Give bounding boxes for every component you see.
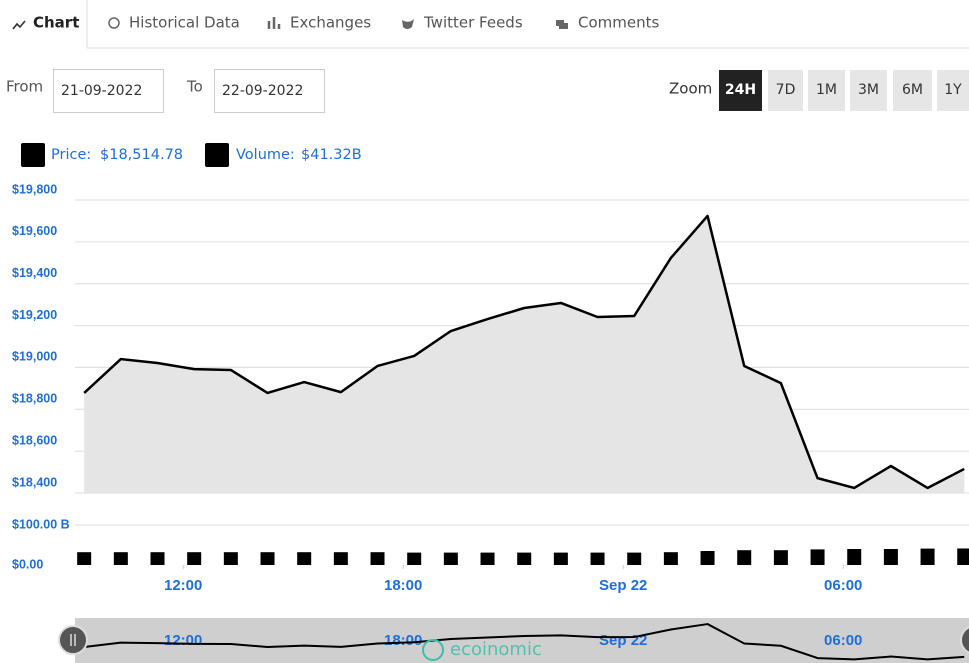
nav-handle[interactable]	[960, 626, 969, 654]
plot: $18,400 $18,600 $18,800 $19,000 $19,200 $19,4…	[12, 182, 969, 594]
volume-bar	[920, 548, 935, 565]
volume-bar	[260, 552, 275, 565]
volume-bar	[113, 552, 128, 565]
zoom-label[interactable]: 3M	[858, 82, 879, 98]
to-input[interactable]	[214, 69, 325, 113]
volume-bar	[297, 552, 312, 565]
y-tick-label: $0.00	[12, 557, 43, 571]
nav-tick-label: 06:00	[824, 632, 862, 649]
y-tick-label: $18,400	[12, 475, 57, 489]
y-tick-label: $18,800	[12, 392, 57, 406]
nav-tick-label: Sep 22	[599, 632, 647, 649]
legend-name[interactable]: Price:	[51, 147, 91, 163]
y-tick-label: $19,800	[12, 182, 57, 196]
tab[interactable]: Comments	[578, 14, 659, 32]
x-tick-label: 06:00	[824, 577, 862, 594]
volume-bar	[187, 552, 202, 565]
exchanges-icon	[267, 17, 281, 29]
navigator-content: 12:00 18:00 Sep 22 06:00	[84, 623, 965, 661]
volume-bar	[773, 550, 788, 565]
nav-tick-label: 18:00	[384, 632, 422, 649]
handle-grip	[70, 634, 76, 646]
from-input[interactable]	[53, 69, 164, 113]
volume-bar	[957, 548, 969, 565]
volume-bar	[480, 552, 495, 565]
watermark-logo	[422, 639, 444, 661]
tab[interactable]: Exchanges	[290, 14, 371, 32]
zoom-button[interactable]	[719, 70, 762, 111]
price-area	[84, 215, 965, 494]
volume-bar	[810, 549, 825, 565]
volume-bar	[370, 552, 385, 565]
legend-name[interactable]: Volume:	[236, 147, 295, 163]
volume-bar	[627, 552, 642, 565]
x-tick-label: 12:00	[164, 577, 202, 594]
from-value[interactable]: 21-09-2022	[61, 83, 142, 99]
legend-value[interactable]: $18,514.78	[100, 147, 183, 163]
navigator-line	[84, 623, 965, 661]
y-tick-label: $100.00 B	[12, 517, 70, 531]
volume-bar	[333, 552, 348, 565]
zoom-button[interactable]	[850, 70, 887, 111]
nav-handle[interactable]	[58, 625, 88, 655]
volume-bar	[150, 552, 165, 565]
zoom-label: Zoom	[669, 80, 712, 98]
history-icon	[108, 17, 120, 29]
x-tick-label: Sep 22	[599, 577, 647, 594]
y-tick-label: $19,600	[12, 224, 57, 238]
legend-swatch[interactable]	[21, 143, 45, 167]
to-value[interactable]: 22-09-2022	[222, 83, 303, 99]
tab[interactable]: Chart	[33, 14, 79, 32]
volume-bar	[77, 552, 92, 565]
zoom-button[interactable]	[893, 70, 932, 111]
y-tick-label: $18,600	[12, 433, 57, 447]
volume-bar	[407, 552, 422, 565]
zoom-button[interactable]	[808, 70, 845, 111]
from-label: From	[6, 78, 43, 96]
y-tick-label: $19,400	[12, 266, 57, 280]
price-line	[83, 214, 965, 490]
volume-bar	[700, 551, 715, 565]
watermark: ecoinomic	[450, 639, 542, 660]
zoom-buttons: 24H 7D 1M 3M 6M 1Y	[719, 70, 969, 111]
comments-icon	[556, 20, 568, 29]
zoom-button[interactable]	[937, 70, 969, 111]
y-tick-label: $19,200	[12, 308, 57, 322]
to-label: To	[186, 78, 203, 96]
zoom-label[interactable]: 6M	[902, 82, 923, 98]
y-tick-label: $19,000	[12, 350, 57, 364]
tab[interactable]: Twitter Feeds	[423, 14, 523, 32]
volume-bar	[847, 549, 862, 565]
zoom-label[interactable]: 1Y	[944, 82, 962, 98]
volume-bar	[590, 552, 605, 565]
zoom-label[interactable]: 7D	[776, 82, 796, 98]
chart-icon	[12, 20, 26, 30]
legend: Price: $18,514.78 Volume: $41.32B	[21, 143, 362, 167]
zoom-button[interactable]	[768, 70, 803, 111]
twitter-icon	[402, 19, 414, 29]
volume-bar	[443, 552, 458, 565]
x-tick-label: 18:00	[384, 577, 422, 594]
legend-swatch[interactable]	[205, 143, 229, 167]
volume-bar	[517, 552, 532, 565]
nav-tick-label: 12:00	[164, 632, 202, 649]
zoom-label[interactable]: 1M	[816, 82, 837, 98]
navigator[interactable]	[75, 618, 969, 663]
volume-bar	[223, 552, 238, 565]
volume-bar	[737, 550, 752, 565]
volume-bar	[883, 549, 898, 565]
volume-bar	[553, 552, 568, 565]
volume-bar	[663, 552, 678, 565]
legend-value[interactable]: $41.32B	[301, 147, 362, 163]
tab[interactable]: Historical Data	[129, 14, 240, 32]
zoom-label[interactable]: 24H	[725, 82, 756, 98]
